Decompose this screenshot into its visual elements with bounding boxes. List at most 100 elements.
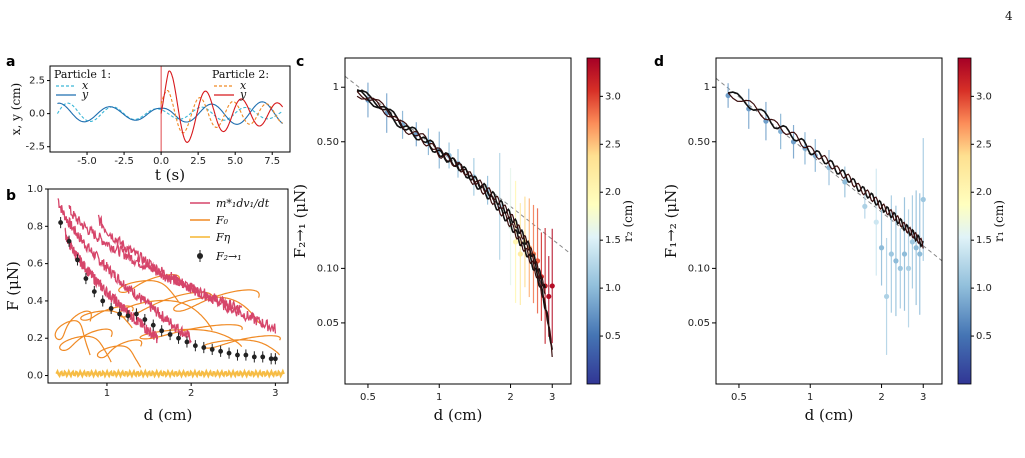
panel-d-data-point (873, 219, 879, 225)
panel-b-legend: m*₁dv₁/dt F₀ Fη F₂→₁ (190, 197, 270, 263)
panel-b-f0-loop (173, 289, 260, 324)
panel-a-series-p2-x (160, 90, 283, 134)
panel-b-curves (54, 198, 285, 379)
panel-c-x-tick-label: 0.5 (360, 392, 376, 403)
panel-b-data-point (176, 335, 181, 341)
panel-a-x-tick-label: -5.0 (77, 156, 97, 167)
panel-b-force-vs-distance: 1 2 3 0.0 0.2 0.4 0.6 0.8 1.0 d (cm) F (μN) m*₁… (4, 184, 289, 424)
panel-a-series-p2-y (160, 70, 284, 143)
panel-b-feta-curve (55, 368, 285, 379)
legend-p1-x-label: x (82, 79, 89, 92)
panel-d-points (725, 83, 926, 355)
panel-b-data-point (142, 317, 148, 322)
panel-b-data-point (167, 332, 173, 337)
panel-a-x-tick-label: 0.0 (153, 156, 169, 167)
panel-b-data-point (117, 311, 122, 317)
panel-b-x-label: d (cm) (144, 406, 193, 424)
panel-b-f0-loop (118, 291, 214, 331)
panel-d-x-label: d (cm) (805, 406, 854, 424)
panel-b-x-tick-label: 2 (188, 388, 194, 399)
panel-a-x-tick-label: 2.5 (190, 156, 206, 167)
panel-d-colorbar-label: r₁ (cm) (992, 200, 1006, 242)
panel-c-x-ticks: 0.5 1 2 3 (360, 384, 555, 403)
panel-a-series-lines (56, 66, 284, 152)
panel-b-data-point (272, 356, 278, 362)
panel-d-x-tick-label: 0.5 (731, 392, 747, 403)
panel-c-x-label: d (cm) (434, 406, 483, 424)
panel-c-data-point (517, 251, 523, 257)
panel-b-y-tick-label: 0.8 (27, 221, 43, 232)
panel-d-data-point (905, 265, 912, 271)
panel-a-series-p1-x (56, 102, 283, 122)
panel-c-y-tick-label: 0.50 (317, 137, 339, 148)
panel-c-x-tick-label: 2 (507, 392, 513, 403)
panel-c-x-tick-label: 1 (436, 392, 442, 403)
panel-d-colorbar-tick-label: 1.5 (976, 235, 992, 246)
panel-d-data-point (883, 293, 890, 300)
panel-d-data-point (913, 245, 919, 251)
panel-d-data-point (920, 196, 926, 203)
panel-a-y-tick-label: 2.5 (29, 76, 45, 87)
panel-c-y-tick-label: 0.05 (317, 318, 339, 329)
panel-d-x-tick-label: 3 (920, 392, 926, 403)
panel-b-f0-loop (96, 339, 143, 368)
panel-d-data-point (901, 251, 908, 257)
panel-a-legend: Particle 1: x y Particle 2: x y (54, 68, 269, 101)
panel-b-y-tick-label: 0.4 (27, 296, 43, 307)
panel-d-colorbar-ticks: 0.5 1.0 1.5 2.0 2.5 3.0 (971, 91, 992, 342)
panel-d-fit-curve (727, 91, 924, 248)
panel-b-data-point (184, 339, 190, 345)
panel-b-data-point (268, 356, 274, 362)
panel-d-y-label: F₁→₂ (μN) (662, 184, 680, 258)
panel-a-series-p1-y (57, 101, 283, 125)
panel-a-frame (49, 65, 291, 153)
panel-c-y-label: F₂→₁ (μN) (291, 184, 309, 258)
panel-b-x-tick-label: 3 (272, 388, 278, 399)
panel-d-colorbar-tick-label: 2.0 (976, 187, 992, 198)
legend-feta-label: Fη (215, 231, 231, 244)
panel-c-fit-curve-return (356, 95, 546, 295)
panel-a-x-label: t (s) (155, 166, 185, 184)
panel-d-data-point (909, 239, 916, 245)
panel-d-y-tick-label: 0.50 (688, 137, 710, 148)
panel-b-data-point (218, 348, 224, 354)
panel-c-colorbar-ticks: 0.5 1.0 1.5 2.0 2.5 3.0 (600, 91, 621, 342)
panel-b-data-point (209, 347, 215, 352)
panel-b-accel-trace (64, 227, 159, 344)
panel-b-data-point (150, 322, 156, 328)
panel-a-x-tick-label: 7.5 (264, 156, 280, 167)
page-number: 4 (1005, 9, 1013, 23)
panel-b-accel-trace (57, 198, 192, 345)
panel-b-data-point (91, 289, 97, 294)
panel-b-data-point (100, 298, 106, 304)
panel-d-x-tick-label: 2 (878, 392, 884, 403)
panel-b-data-point (260, 354, 266, 360)
panel-d-x-ticks: 0.5 1 2 3 (731, 384, 926, 403)
panel-b-data-point (235, 352, 240, 358)
panel-label-b: b (6, 188, 16, 204)
panel-d-data-point (842, 179, 848, 185)
panel-c-colorbar-tick-label: 3.0 (605, 91, 621, 102)
panel-d-y-tick-label: 0.10 (688, 263, 710, 274)
panel-b-y-tick-label: 0.6 (27, 259, 43, 270)
legend-particle-1-title: Particle 1: (54, 68, 111, 81)
panel-b-accel-trace (97, 214, 277, 334)
panel-c-fit-curves (356, 88, 553, 358)
panel-a-x-tick-label: 5.0 (227, 156, 243, 167)
panel-c-colorbar-label: r₂ (cm) (621, 200, 635, 242)
panel-b-f0-loop (139, 324, 243, 348)
panel-d-loglog: 0.5 1 2 3 0.05 0.10 0.50 1 d (cm) F₁→₂ (μN) 0.… (662, 57, 1006, 424)
panel-c-colorbar (586, 57, 601, 385)
panel-d-colorbar (957, 57, 972, 385)
panel-label-d: d (654, 54, 664, 70)
panel-d-colorbar-tick-label: 3.0 (976, 91, 992, 102)
legend-f0-label: F₀ (215, 214, 229, 227)
panel-b-data-point (58, 220, 64, 225)
legend-p1-y-label: y (81, 88, 89, 101)
panel-a-x-ticks: -5.0 -2.5 0.0 2.5 5.0 7.5 (77, 152, 280, 167)
legend-particle-2-title: Particle 2: (212, 68, 269, 81)
panel-d-data-point (862, 203, 868, 209)
panel-b-x-tick-label: 1 (104, 388, 110, 399)
panel-d-y-tick-label: 1 (704, 82, 710, 93)
panel-b-data-point (66, 238, 72, 244)
